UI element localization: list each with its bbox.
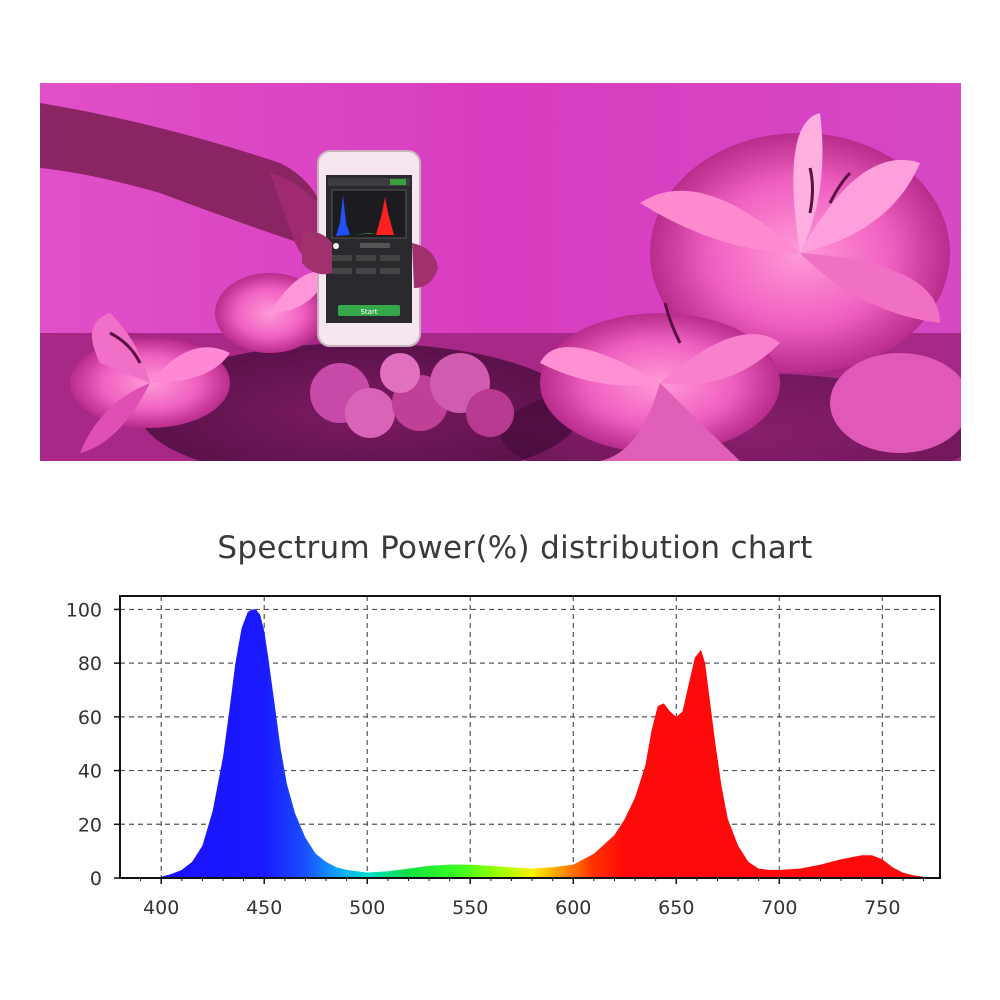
spectrum-chart: 400 450 500 550 600 650 700 750 0 20 40 60 80 100 <box>66 595 941 919</box>
x-tick-label: 550 <box>452 897 488 919</box>
spectrum-area <box>161 609 924 878</box>
x-tick-label: 650 <box>658 897 694 919</box>
x-tick-label: 750 <box>864 897 900 919</box>
lily-flower-right <box>540 113 961 461</box>
phone-start-button: Start <box>360 308 377 316</box>
grow-light-photo: Start <box>40 83 961 461</box>
y-tick-label: 60 <box>78 707 102 729</box>
x-tick-label: 400 <box>143 897 179 919</box>
y-tick-label: 40 <box>78 761 102 783</box>
y-tick-label: 80 <box>78 653 102 675</box>
y-tick-label: 20 <box>78 814 102 836</box>
smartphone: Start <box>317 150 421 347</box>
flower-cluster <box>310 353 514 438</box>
x-tick-label: 450 <box>246 897 282 919</box>
x-tick-label: 500 <box>349 897 385 919</box>
y-tick-label: 100 <box>66 599 102 621</box>
plot-frame <box>119 595 941 879</box>
x-tick-label: 700 <box>761 897 797 919</box>
x-tick-label: 600 <box>555 897 591 919</box>
chart-title: Spectrum Power(%) distribution chart <box>217 530 813 566</box>
y-tick-label: 0 <box>90 868 102 890</box>
lily-flower-left <box>70 271 330 453</box>
